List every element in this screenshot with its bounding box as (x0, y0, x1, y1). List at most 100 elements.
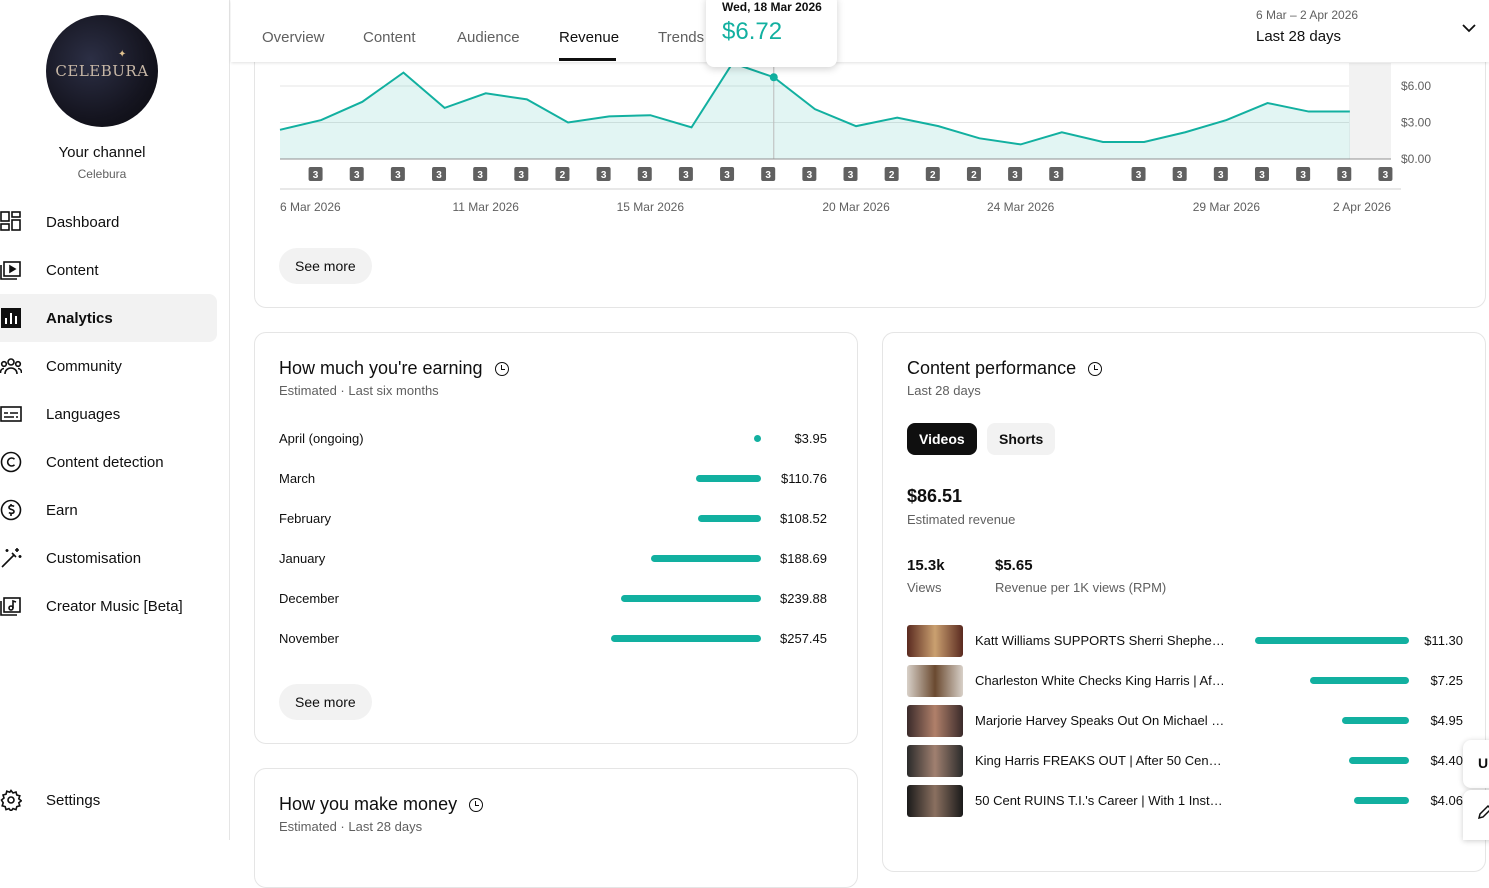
date-range-picker[interactable]: 6 Mar – 2 Apr 2026 Last 28 days (1256, 8, 1358, 45)
upload-count-marker[interactable]: 3 (720, 167, 735, 181)
marker-count: 3 (313, 170, 319, 181)
video-title[interactable]: King Harris FREAKS OUT | After 50 Cent's… (975, 753, 1225, 768)
upload-count-marker[interactable]: 2 (884, 167, 899, 181)
earning-value: $188.69 (780, 551, 827, 566)
sidebar-item-earn[interactable]: Earn (0, 486, 217, 534)
videos-filter-button[interactable]: Videos (907, 423, 977, 455)
upload-count-marker[interactable]: 2 (925, 167, 940, 181)
marker-count: 3 (601, 170, 607, 181)
revenue-line-chart[interactable]: $6.00 $3.00 $0.00 3 3 3 3 3 3 2 3 3 3 3 3 3 3 2 2 2 3 3 3 3 3 3 3 3… (255, 21, 1487, 231)
channel-title[interactable]: Your channel (58, 144, 146, 161)
video-thumbnail[interactable] (907, 785, 963, 817)
make-money-subtitle: Estimated · Last 28 days (279, 819, 423, 834)
earning-value: $108.52 (780, 511, 827, 526)
sparkle-icon: ✦ (118, 49, 127, 60)
tab-trends[interactable]: Trends (658, 29, 705, 46)
channel-avatar[interactable]: CELEBURA ✦ (46, 15, 158, 127)
shorts-filter-button[interactable]: Shorts (987, 423, 1056, 455)
upload-count-marker[interactable]: 3 (308, 167, 323, 181)
see-more-button[interactable]: See more (279, 684, 372, 720)
revenue-chart-card: $6.00 $3.00 $0.00 3 3 3 3 3 3 2 3 3 3 3 3 3 3 2 2 2 3 3 3 3 3 3 3 3… (254, 20, 1486, 308)
video-row[interactable]: 50 Cent RUINS T.I.'s Career | With 1 Ins… (907, 785, 1463, 817)
floating-edit-panel[interactable] (1463, 790, 1489, 840)
marker-count: 3 (642, 170, 648, 181)
clock-icon[interactable] (469, 797, 484, 812)
upload-count-marker[interactable]: 3 (1254, 167, 1269, 181)
upload-count-marker[interactable]: 3 (473, 167, 488, 181)
video-row[interactable]: Marjorie Harvey Speaks Out On Michael B … (907, 705, 1463, 737)
upload-count-marker[interactable]: 3 (1213, 167, 1228, 181)
sidebar-item-content[interactable]: Content (0, 246, 217, 294)
estimated-revenue-label: Estimated revenue (907, 512, 1016, 527)
marker-count: 3 (683, 170, 689, 181)
x-tick-label: 24 Mar 2026 (987, 200, 1055, 214)
x-tick-label: 29 Mar 2026 (1193, 200, 1261, 214)
marker-count: 3 (436, 170, 442, 181)
upload-count-marker[interactable]: 3 (843, 167, 858, 181)
earning-bar (696, 475, 761, 482)
upload-count-marker[interactable]: 2 (966, 167, 981, 181)
upload-count-marker[interactable]: 3 (390, 167, 405, 181)
upload-count-marker[interactable]: 2 (555, 167, 570, 181)
earning-bar (621, 595, 761, 602)
sidebar-item-settings[interactable]: Settings (0, 776, 217, 824)
sidebar: CELEBURA ✦ Your channel Celebura Dashboa… (0, 0, 230, 840)
chevron-down-icon[interactable] (1461, 20, 1477, 36)
marker-count: 3 (1259, 170, 1265, 181)
earning-title: How much you're earning (279, 358, 509, 379)
upload-count-marker[interactable]: 3 (1049, 167, 1064, 181)
upload-count-marker[interactable]: 3 (1296, 167, 1311, 181)
video-row[interactable]: Katt Williams SUPPORTS Sherri Shepherd A… (907, 625, 1463, 657)
video-title[interactable]: 50 Cent RUINS T.I.'s Career | With 1 Ins… (975, 793, 1225, 808)
tab-overview[interactable]: Overview (262, 29, 325, 46)
video-thumbnail[interactable] (907, 625, 963, 657)
tab-audience[interactable]: Audience (457, 29, 520, 46)
pencil-icon (1477, 804, 1489, 820)
sidebar-item-label: Content (46, 261, 99, 279)
y-tick-label: $6.00 (1401, 79, 1431, 93)
clock-icon[interactable] (1088, 361, 1103, 376)
marker-count: 3 (765, 170, 771, 181)
earning-month: March (279, 471, 316, 486)
upload-count-marker[interactable]: 3 (1131, 167, 1146, 181)
sidebar-item-content-detection[interactable]: Content detection (0, 438, 217, 486)
revenue-area (280, 63, 1350, 159)
upload-count-marker[interactable]: 3 (349, 167, 364, 181)
upload-count-marker[interactable]: 3 (596, 167, 611, 181)
upload-count-marker[interactable]: 3 (761, 167, 776, 181)
upload-count-marker[interactable]: 3 (1008, 167, 1023, 181)
sidebar-item-customisation[interactable]: Customisation (0, 534, 217, 582)
upload-count-marker[interactable]: 3 (1172, 167, 1187, 181)
video-title[interactable]: Marjorie Harvey Speaks Out On Michael B … (975, 713, 1225, 728)
video-thumbnail[interactable] (907, 745, 963, 777)
tab-content[interactable]: Content (363, 29, 416, 46)
copyright-icon (0, 451, 22, 473)
video-thumbnail[interactable] (907, 705, 963, 737)
sidebar-item-creator-music[interactable]: Creator Music [Beta] (0, 582, 217, 630)
upload-count-marker[interactable]: 3 (1337, 167, 1352, 181)
analytics-tab-bar: Overview Content Audience Revenue Trends… (231, 0, 1489, 62)
sidebar-item-label: Languages (46, 405, 121, 423)
video-title[interactable]: Charleston White Checks King Harris | Af… (975, 673, 1225, 688)
marker-count: 2 (889, 170, 895, 181)
sidebar-item-analytics[interactable]: Analytics (0, 294, 217, 342)
rpm-value: $5.65 (995, 557, 1033, 574)
clock-icon[interactable] (494, 361, 509, 376)
video-row[interactable]: King Harris FREAKS OUT | After 50 Cent's… (907, 745, 1463, 777)
sidebar-item-languages[interactable]: Languages (0, 390, 217, 438)
floating-panel-button[interactable]: U (1463, 740, 1489, 788)
upload-count-marker[interactable]: 3 (514, 167, 529, 181)
upload-count-marker[interactable]: 3 (802, 167, 817, 181)
sidebar-item-community[interactable]: Community (0, 342, 217, 390)
upload-count-marker[interactable]: 3 (432, 167, 447, 181)
upload-count-marker[interactable]: 3 (637, 167, 652, 181)
see-more-button[interactable]: See more (279, 248, 372, 284)
sidebar-item-dashboard[interactable]: Dashboard (0, 198, 217, 246)
x-tick-label: 2 Apr 2026 (1333, 200, 1391, 214)
tab-revenue[interactable]: Revenue (559, 29, 620, 46)
upload-count-marker[interactable]: 3 (678, 167, 693, 181)
upload-count-marker[interactable]: 3 (1378, 167, 1393, 181)
video-thumbnail[interactable] (907, 665, 963, 697)
video-title[interactable]: Katt Williams SUPPORTS Sherri Shepherd A… (975, 633, 1225, 648)
video-row[interactable]: Charleston White Checks King Harris | Af… (907, 665, 1463, 697)
